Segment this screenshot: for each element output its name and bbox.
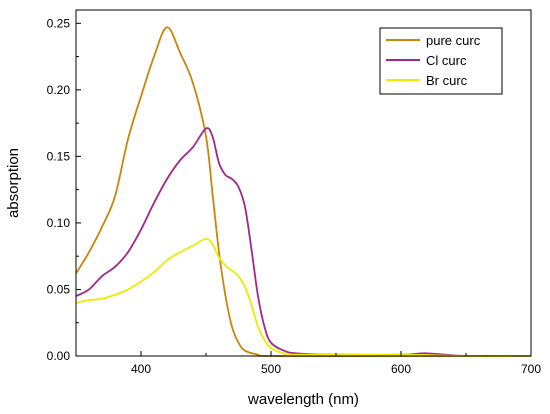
x-tick-label: 500 bbox=[261, 362, 281, 376]
plot-lines bbox=[75, 26, 532, 358]
legend-label-cl-curc: Cl curc bbox=[426, 53, 467, 68]
y-tick-label: 0.15 bbox=[47, 149, 71, 163]
x-axis-title: wavelength (nm) bbox=[247, 391, 359, 408]
series-line-pure-curc bbox=[75, 26, 531, 357]
legend-label-pure-curc: pure curc bbox=[426, 33, 481, 48]
y-tick-label: 0.10 bbox=[47, 216, 71, 230]
x-tick-label: 400 bbox=[131, 362, 151, 376]
y-tick-label: 0.25 bbox=[47, 16, 71, 30]
y-tick-label: 0.05 bbox=[47, 282, 71, 296]
y-axis-ticks: 0.00 0.05 0.10 0.15 0.20 0.25 bbox=[47, 16, 81, 363]
y-axis-title: absorption bbox=[5, 148, 22, 218]
series-line-cl-curc bbox=[75, 127, 532, 358]
x-tick-label: 700 bbox=[521, 362, 541, 376]
plot-frame bbox=[75, 9, 532, 357]
y-tick-label: 0.00 bbox=[47, 349, 71, 363]
y-tick-label: 0.20 bbox=[47, 83, 71, 97]
legend-label-br-curc: Br curc bbox=[426, 73, 468, 88]
legend: pure curc Cl curc Br curc bbox=[379, 27, 503, 95]
x-tick-label: 600 bbox=[391, 362, 411, 376]
series-line-br-curc bbox=[75, 237, 532, 357]
x-axis-ticks: 400 500 600 700 bbox=[75, 351, 541, 376]
